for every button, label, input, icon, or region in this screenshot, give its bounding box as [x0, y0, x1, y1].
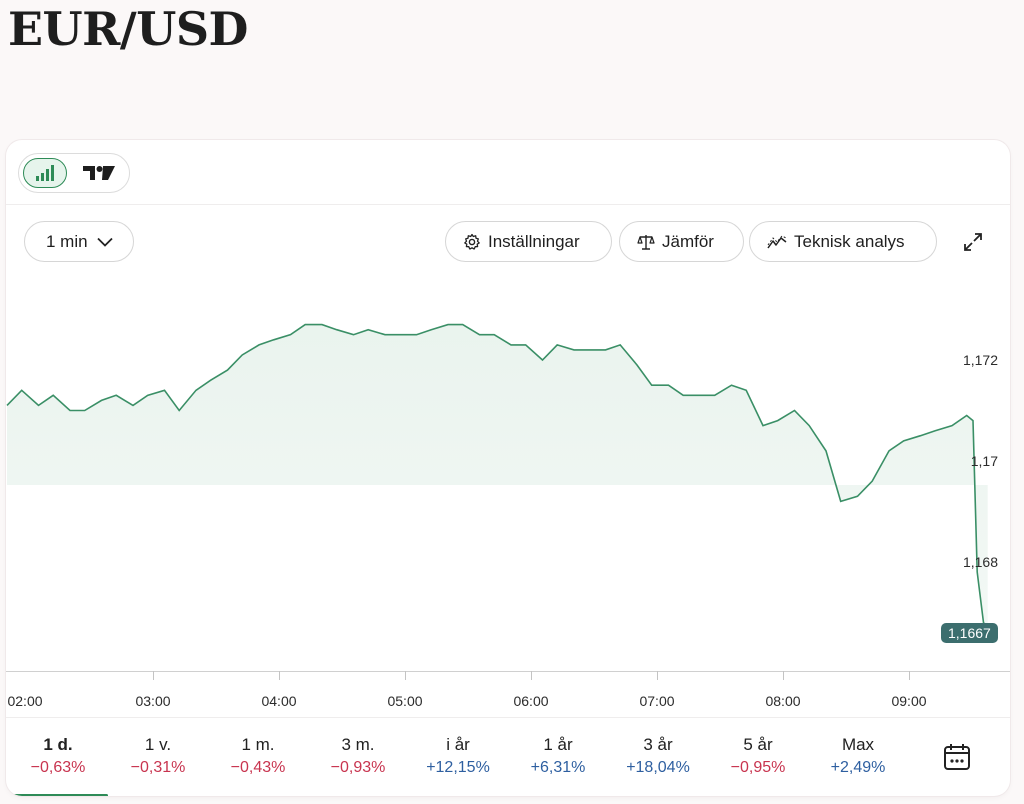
chevron-down-icon: [96, 237, 113, 247]
x-tick-label: 09:00: [891, 693, 927, 709]
period-label: 5 år: [743, 735, 773, 754]
settings-label: Inställningar: [488, 231, 580, 251]
price-chart[interactable]: [6, 290, 1010, 710]
chart-view-button[interactable]: [23, 158, 67, 188]
chart-card: 1 min Inställningar Jämför Teknisk analy…: [6, 140, 1010, 796]
period-change: +2,49%: [830, 759, 886, 776]
period-change: −0,43%: [230, 759, 286, 776]
period-tab[interactable]: i år +12,15%: [408, 718, 508, 796]
period-change: −0,31%: [130, 759, 186, 776]
page-title: EUR/USD: [8, 2, 248, 56]
period-tab[interactable]: 5 år −0,95%: [708, 718, 808, 796]
period-change: +18,04%: [626, 759, 690, 776]
interval-select[interactable]: 1 min: [24, 221, 134, 262]
period-tab[interactable]: 1 m. −0,43%: [208, 718, 308, 796]
technical-analysis-button[interactable]: Teknisk analys: [749, 221, 937, 262]
period-label: 3 m.: [341, 735, 375, 754]
x-tick-label: 02:00: [7, 693, 43, 709]
x-tick: [657, 671, 658, 680]
x-tick: [783, 671, 784, 680]
tradingview-button[interactable]: [77, 158, 121, 188]
y-tick-label: 1,17: [970, 453, 998, 469]
period-label: Max: [841, 735, 875, 754]
x-tick: [909, 671, 910, 680]
period-change: +6,31%: [530, 759, 586, 776]
trend-line-icon: [767, 234, 787, 248]
x-tick-label: 07:00: [639, 693, 675, 709]
period-tab[interactable]: 3 m. −0,93%: [308, 718, 408, 796]
x-tick-label: 06:00: [513, 693, 549, 709]
compare-label: Jämför: [662, 231, 714, 251]
period-label: 3 år: [643, 735, 673, 754]
settings-button[interactable]: Inställningar: [445, 221, 612, 262]
tradingview-logo-icon: [83, 166, 115, 180]
x-axis: [6, 671, 1010, 672]
scale-icon: [637, 234, 655, 250]
fullscreen-icon[interactable]: [962, 231, 984, 253]
period-label: 1 d.: [43, 735, 73, 754]
price-line: [6, 323, 989, 629]
y-tick-label: 1,172: [962, 352, 998, 368]
x-tick-label: 03:00: [135, 693, 171, 709]
x-tick-label: 05:00: [387, 693, 423, 709]
period-change: +12,15%: [426, 759, 490, 776]
interval-label: 1 min: [46, 231, 88, 251]
bar-chart-icon: [36, 165, 54, 181]
period-tab[interactable]: Max +2,49%: [808, 718, 908, 796]
last-price-tag: 1,1667: [941, 623, 998, 643]
technical-analysis-label: Teknisk analys: [794, 231, 905, 251]
period-tab[interactable]: 1 v. −0,31%: [108, 718, 208, 796]
period-change: −0,93%: [330, 759, 386, 776]
x-tick: [531, 671, 532, 680]
x-tick: [279, 671, 280, 680]
x-tick-label: 08:00: [765, 693, 801, 709]
toolbar-divider: [6, 204, 1010, 205]
y-tick-label: 1,168: [962, 554, 998, 570]
price-area: [7, 324, 988, 628]
x-tick: [405, 671, 406, 680]
period-tab[interactable]: 1 d. −0,63%: [8, 718, 108, 796]
period-label: 1 år: [543, 735, 573, 754]
period-label: 1 m.: [241, 735, 275, 754]
gear-icon: [464, 233, 480, 250]
period-selector: 1 d. −0,63% 1 v. −0,31% 1 m. −0,43% 3 m. −0,93%…: [6, 717, 1010, 796]
period-change: −0,63%: [30, 759, 86, 776]
x-tick-label: 04:00: [261, 693, 297, 709]
chart-type-toggle: [18, 153, 130, 193]
period-tab[interactable]: 3 år +18,04%: [608, 718, 708, 796]
period-change: −0,95%: [730, 759, 786, 776]
compare-button[interactable]: Jämför: [619, 221, 744, 262]
period-label: i år: [446, 735, 470, 754]
period-label: 1 v.: [144, 735, 172, 754]
calendar-icon[interactable]: [942, 742, 972, 772]
period-tab[interactable]: 1 år +6,31%: [508, 718, 608, 796]
x-tick: [153, 671, 154, 680]
